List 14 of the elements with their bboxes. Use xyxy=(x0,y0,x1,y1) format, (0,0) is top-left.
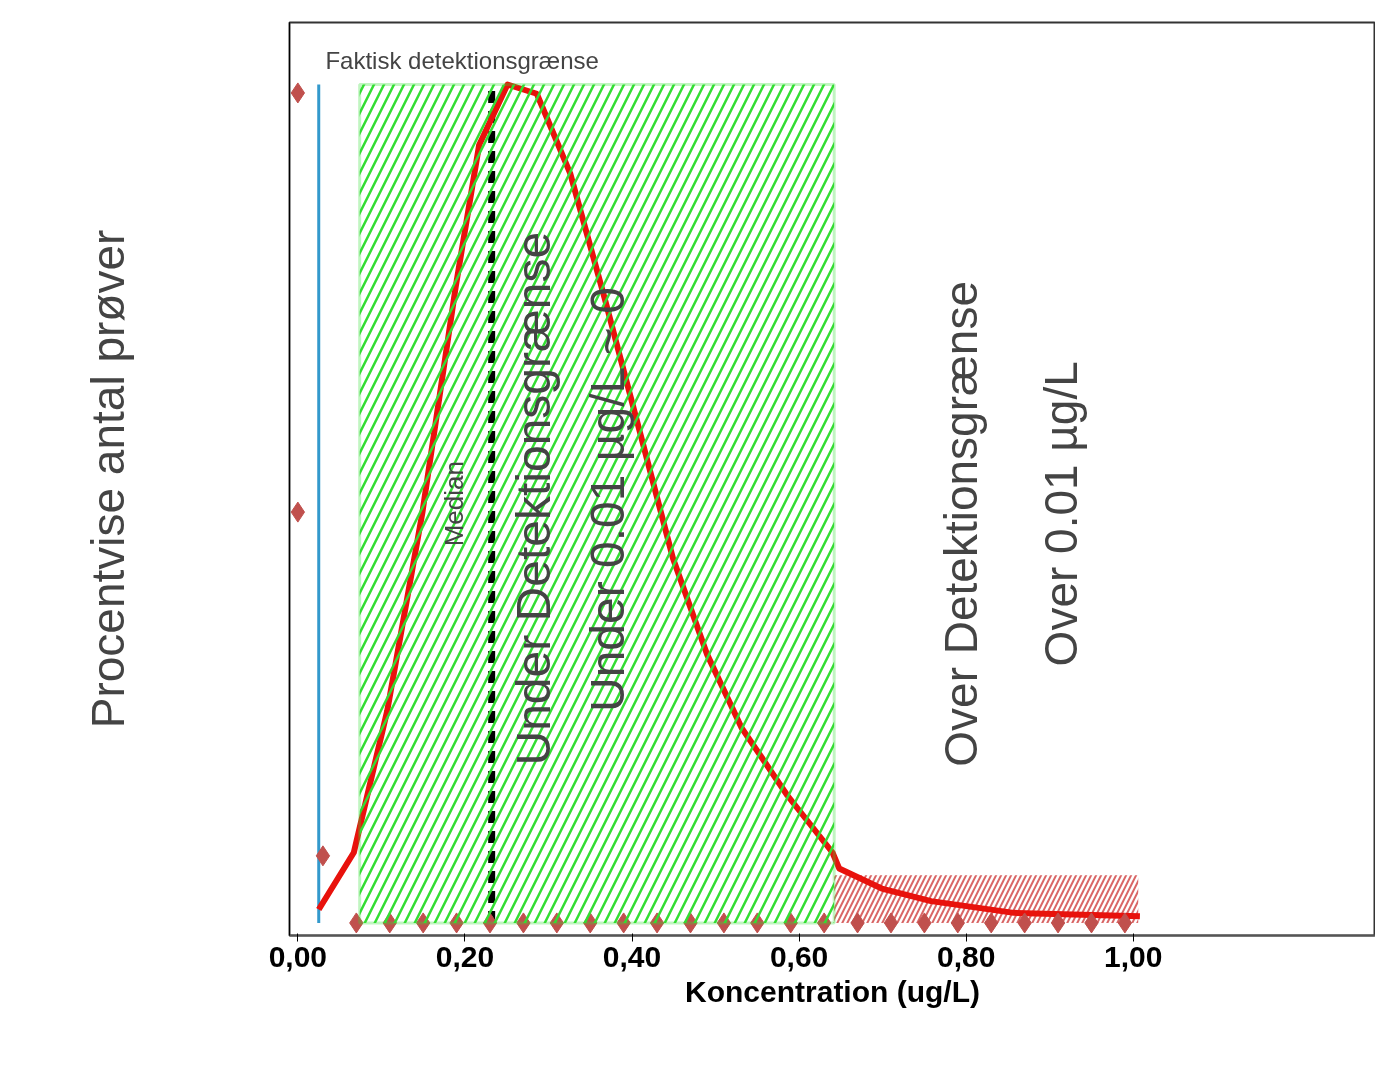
x-tick-label: 0,60 xyxy=(769,939,829,973)
x-tick-label: 0,80 xyxy=(936,939,996,973)
annotation: Under Detektionsgrænse xyxy=(506,231,560,766)
x-axis-title: Koncentration (ug/L) xyxy=(685,974,980,1008)
annotation: Over Detektionsgrænse xyxy=(935,280,988,767)
annotation: Over 0.01 µg/L xyxy=(1034,361,1087,667)
x-tick-label: 1,00 xyxy=(1104,939,1163,973)
ref-line-label: Median xyxy=(439,461,470,547)
x-tick-label: 0,20 xyxy=(435,939,495,973)
y-axis-title: Procentvise antal prøver xyxy=(81,229,134,729)
annotation: Under 0.01 µg/L ~ 0 xyxy=(581,287,635,713)
x-tick-label: 0,40 xyxy=(602,939,662,973)
ref-line-label: Faktisk detektionsgrænse xyxy=(325,47,599,75)
x-tick-label: 0,00 xyxy=(268,939,328,973)
